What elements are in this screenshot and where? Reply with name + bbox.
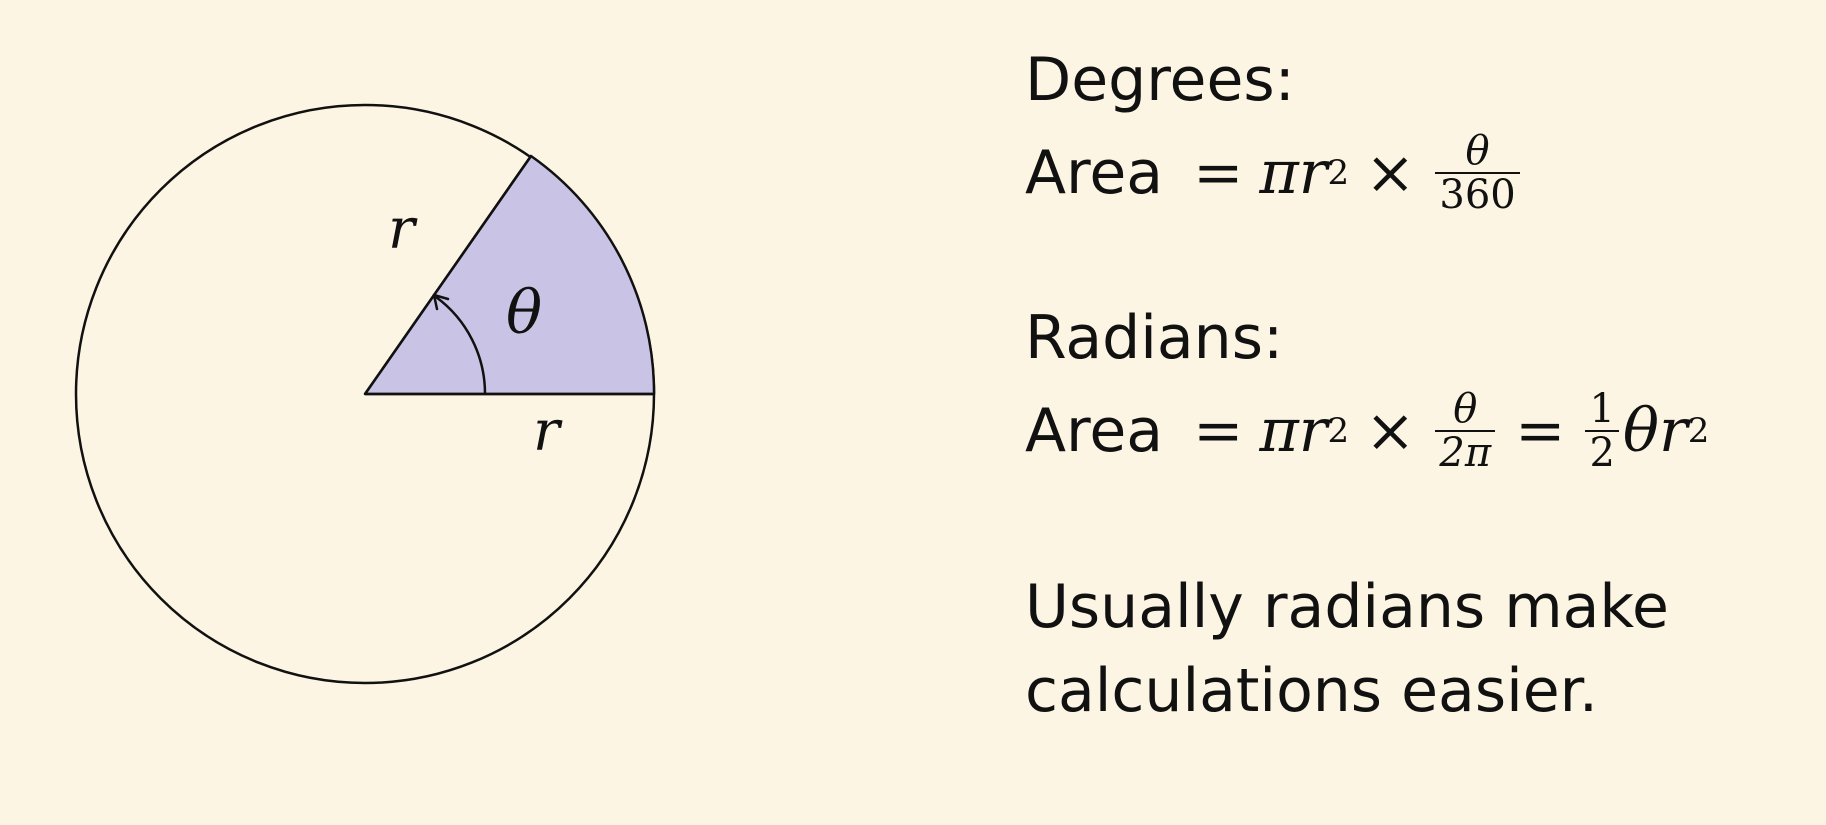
radians-equals-2: = <box>1515 396 1566 466</box>
degrees-r: r <box>1298 138 1328 208</box>
radius-label-upper: r <box>388 197 418 262</box>
angle-arrowhead <box>432 293 450 311</box>
radians-half-bar <box>1585 430 1619 432</box>
degrees-frac-denominator: 360 <box>1439 172 1516 218</box>
radians-r2: r <box>1659 396 1688 466</box>
radius-line-angled <box>363 155 533 395</box>
angle-label: θ <box>506 278 542 348</box>
sector-shaded <box>363 154 656 396</box>
angle-arc <box>435 295 487 395</box>
radians-fraction: θ 2π <box>1435 386 1496 476</box>
radians-frac-denominator: 2π <box>1439 430 1492 476</box>
radians-half-numerator: 1 <box>1589 386 1615 432</box>
radians-r: r <box>1298 396 1328 466</box>
radians-heading: Radians: <box>1025 308 1283 368</box>
degrees-times: × <box>1365 138 1416 208</box>
degrees-fraction: θ 360 <box>1435 128 1520 218</box>
radians-theta: θ <box>1622 396 1660 466</box>
radians-times: × <box>1365 396 1416 466</box>
degrees-pi: π <box>1259 138 1299 208</box>
degrees-heading: Degrees: <box>1025 50 1295 110</box>
radius-label-lower: r <box>533 399 563 464</box>
radians-half-denominator: 2 <box>1589 430 1615 476</box>
radians-equals: = <box>1193 396 1244 466</box>
radians-frac-bar <box>1435 430 1496 432</box>
degrees-frac-numerator: θ <box>1465 128 1490 174</box>
degrees-lhs: Area <box>1025 138 1164 208</box>
radians-lhs: Area <box>1025 396 1164 466</box>
radians-half-fraction: 1 2 <box>1585 386 1619 476</box>
radians-formula: Area = π r 2 × θ 2π = 1 2 θ r 2 <box>1025 386 1710 476</box>
degrees-heading-text: Degrees: <box>1025 45 1295 115</box>
degrees-formula: Area = π r 2 × θ 360 <box>1025 130 1524 216</box>
radians-note: Usually radians make calculations easier… <box>1025 572 1669 726</box>
radians-frac-numerator: θ <box>1453 386 1478 432</box>
radians-heading-text: Radians: <box>1025 303 1284 373</box>
degrees-equals: = <box>1193 138 1244 208</box>
radians-pi: π <box>1259 396 1299 466</box>
sector-diagram: r r θ <box>74 103 656 685</box>
degrees-frac-bar <box>1435 172 1520 174</box>
